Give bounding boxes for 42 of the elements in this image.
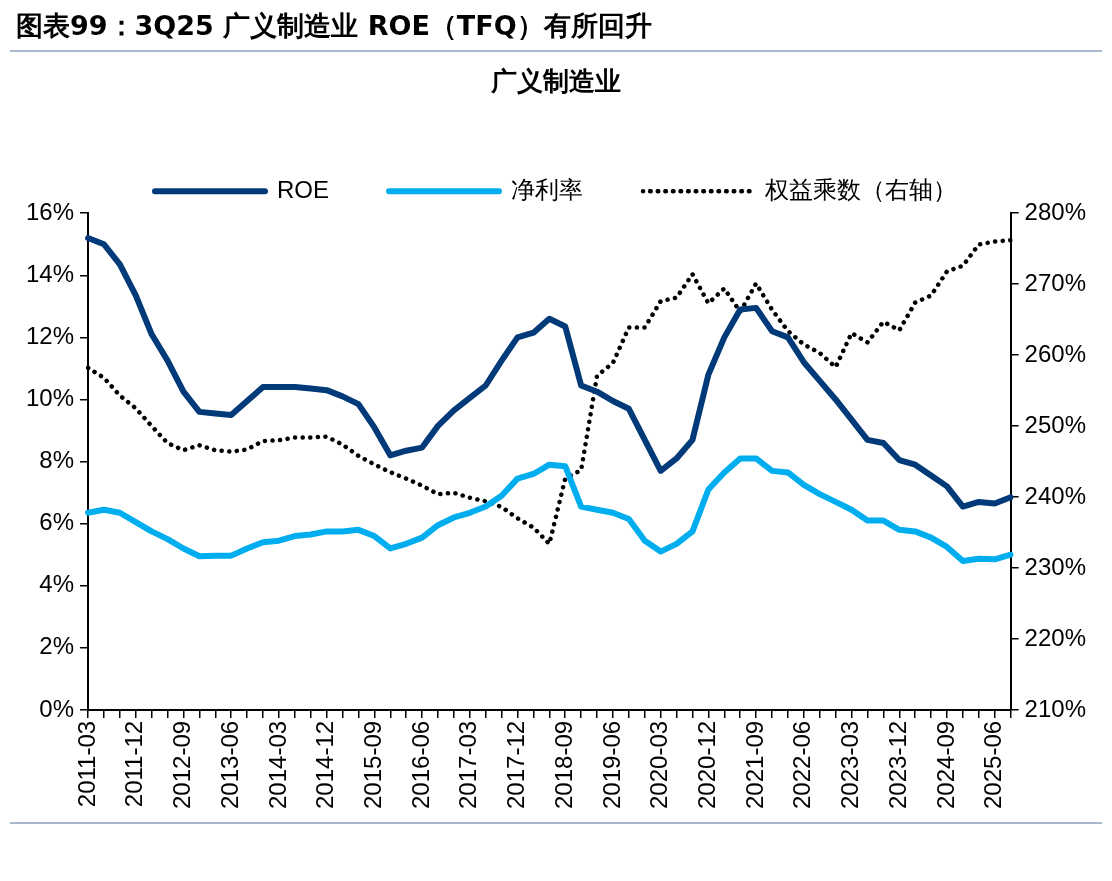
y2-tick-label: 260% — [1024, 339, 1087, 367]
y-tick-label: 12% — [25, 322, 75, 350]
y2-tick-label: 280% — [1024, 197, 1087, 225]
y-tick-label: 10% — [25, 384, 75, 412]
y2-tick-label: 210% — [1024, 694, 1087, 722]
x-tick-label: 2025-06 — [979, 720, 1007, 809]
y-tick-label: 16% — [25, 197, 75, 225]
x-tick-label: 2024-09 — [931, 720, 959, 809]
y2-tick-label: 270% — [1024, 268, 1087, 296]
legend-label: ROE — [277, 175, 330, 203]
y-tick-label: 2% — [39, 632, 75, 660]
y-tick-label: 8% — [39, 446, 75, 474]
x-tick-label: 2020-03 — [645, 720, 673, 809]
x-tick-label: 2014-03 — [263, 720, 291, 809]
x-tick-label: 2014-12 — [311, 720, 339, 809]
x-tick-label: 2016-06 — [406, 720, 434, 809]
x-tick-label: 2022-06 — [788, 720, 816, 809]
y2-tick-label: 220% — [1024, 623, 1087, 651]
x-tick-label: 2013-06 — [215, 720, 243, 809]
y2-tick-label: 230% — [1024, 552, 1087, 580]
x-tick-label: 2017-03 — [454, 720, 482, 809]
x-tick-label: 2012-09 — [168, 720, 196, 809]
y-tick-label: 14% — [25, 259, 75, 287]
x-tick-label: 2020-12 — [693, 720, 721, 809]
x-tick-label: 2011-03 — [72, 720, 100, 808]
chart-subtitle: 广义制造业 — [490, 66, 621, 97]
x-tick-label: 2017-12 — [502, 720, 530, 809]
y-tick-label: 0% — [39, 694, 75, 722]
legend-label: 净利率 — [511, 175, 583, 203]
legend-label: 权益乘数（右轴） — [764, 175, 957, 203]
x-tick-label: 2019-06 — [597, 720, 625, 809]
x-tick-label: 2015-09 — [358, 720, 386, 809]
x-tick-label: 2021-09 — [740, 720, 768, 809]
chart-title: 图表99：3Q25 广义制造业 ROE（TFQ）有所回升 — [15, 9, 653, 43]
y2-tick-label: 240% — [1024, 481, 1087, 509]
x-tick-label: 2023-12 — [883, 720, 911, 809]
y-tick-label: 4% — [39, 570, 75, 598]
x-tick-label: 2011-12 — [120, 720, 148, 808]
x-tick-label: 2018-09 — [549, 720, 577, 809]
y2-tick-label: 250% — [1024, 410, 1087, 438]
y-tick-label: 6% — [39, 508, 75, 536]
x-tick-label: 2023-03 — [836, 720, 864, 809]
